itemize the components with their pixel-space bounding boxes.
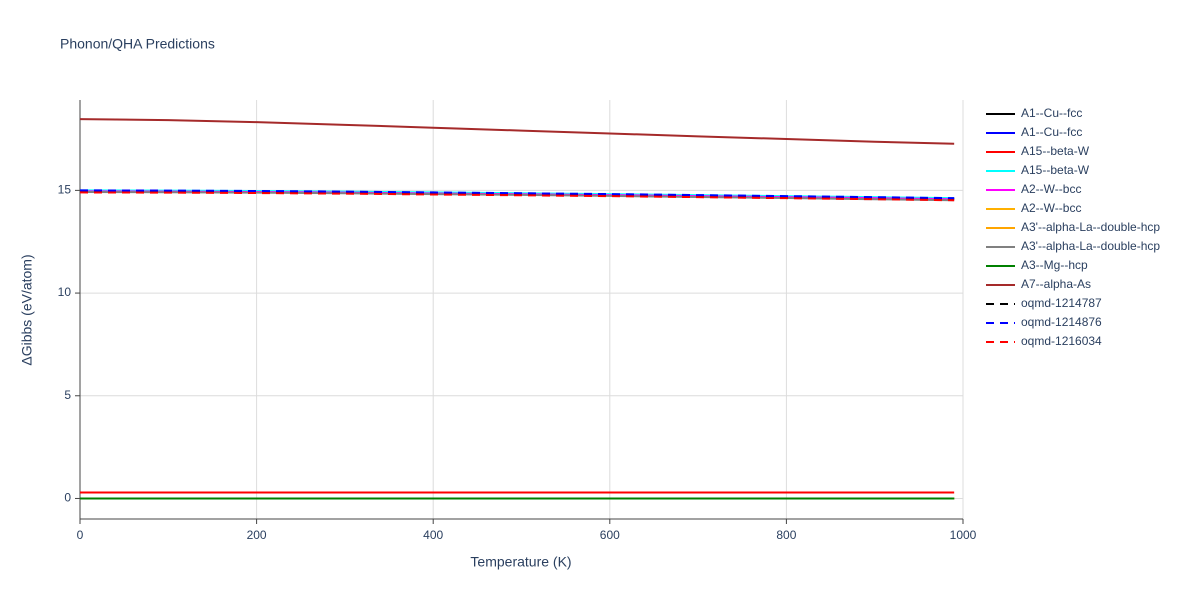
x-tick-label: 600 [600,528,620,542]
y-tick-label: 0 [64,491,71,505]
x-tick-label: 800 [776,528,796,542]
y-tick-label: 10 [58,285,72,299]
legend-label: A3--Mg--hcp [1021,258,1088,272]
legend-label: A3'--alpha-La--double-hcp [1021,220,1160,234]
legend-label: A1--Cu--fcc [1021,106,1082,120]
y-tick-label: 5 [64,388,71,402]
y-axis-label: ΔGibbs (eV/atom) [19,254,35,365]
legend-label: oqmd-1214787 [1021,296,1102,310]
y-tick-label: 15 [58,183,72,197]
legend-label: oqmd-1216034 [1021,334,1102,348]
x-tick-label: 1000 [950,528,977,542]
x-axis-label: Temperature (K) [470,554,571,570]
legend-label: A15--beta-W [1021,144,1090,158]
x-tick-label: 400 [423,528,443,542]
series-line [79,191,955,202]
chart-title: Phonon/QHA Predictions [60,36,215,52]
x-tick-label: 0 [77,528,84,542]
legend-label: A15--beta-W [1021,163,1090,177]
legend-label: A1--Cu--fcc [1021,125,1082,139]
x-tick-label: 200 [247,528,267,542]
series-line [79,118,955,145]
series-line [79,189,955,200]
legend-label: A2--W--bcc [1021,201,1081,215]
legend-label: oqmd-1214876 [1021,315,1102,329]
legend-label: A2--W--bcc [1021,182,1081,196]
legend-label: A7--alpha-As [1021,277,1091,291]
legend-label: A3'--alpha-La--double-hcp [1021,239,1160,253]
